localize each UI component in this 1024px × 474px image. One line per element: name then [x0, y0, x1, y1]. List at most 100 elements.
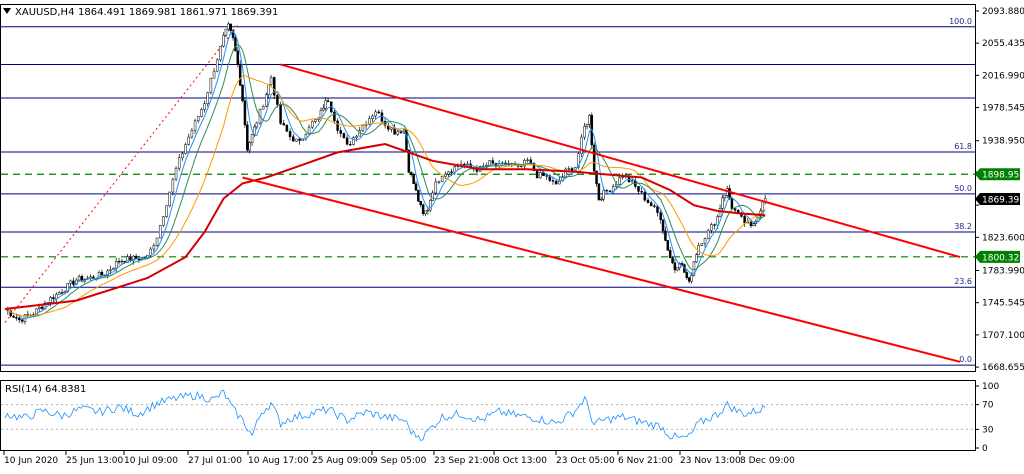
candle-body [718, 208, 722, 217]
y-axis-tick-label: 1978.545 [982, 104, 1024, 114]
candle-body [567, 168, 571, 170]
candle-body [743, 216, 746, 224]
rsi-axis-tick-label: 30 [982, 425, 994, 435]
candle-body [450, 171, 453, 173]
candle-body [523, 160, 526, 167]
candle-body [267, 84, 270, 95]
candle-body [664, 230, 667, 241]
candle-body [155, 237, 159, 246]
candle-body [399, 131, 403, 134]
y-axis-tick-label: 2055.435 [982, 39, 1024, 49]
candle-body [692, 261, 696, 276]
candle-body [405, 129, 408, 151]
candle-body [253, 126, 256, 135]
candle-body [585, 123, 589, 127]
candle-body [539, 172, 542, 179]
x-axis-tick-label: 10 Jul 09:00 [124, 456, 178, 466]
candle-body [706, 230, 710, 239]
fib-level-label: 0.0 [959, 355, 972, 364]
candle-body [276, 94, 279, 105]
candle-body [545, 175, 548, 177]
candle-body [231, 30, 235, 38]
candle-body [361, 125, 365, 131]
candle-body [227, 23, 230, 30]
candle-body [238, 63, 242, 86]
candle-body [117, 261, 121, 263]
candle-body [77, 276, 81, 281]
x-axis-tick-label: 9 Sep 05:00 [372, 456, 427, 466]
main-pane-frame [0, 4, 976, 372]
candle-body [424, 210, 427, 215]
candle-body [200, 109, 203, 117]
candle-body [608, 190, 612, 192]
candle-body [52, 297, 55, 300]
candle-body [713, 224, 716, 226]
candle-body [282, 123, 285, 126]
candle-body [583, 125, 586, 138]
candle-body [63, 291, 67, 294]
fib-level-label: 38.2 [954, 222, 972, 231]
candle-body [412, 174, 415, 184]
candle-body [618, 177, 621, 185]
candle-body [551, 180, 555, 182]
rsi-line [4, 389, 766, 441]
y-axis-tick-label: 2016.990 [982, 71, 1024, 81]
support-resistance-tag-bg [975, 168, 1020, 181]
y-axis-tick-label: 1823.600 [982, 233, 1024, 243]
rsi-pane [1, 389, 975, 441]
support-resistance-tag: 1800.322 [975, 250, 1024, 263]
candle-body [100, 272, 104, 276]
candle-body [295, 138, 298, 142]
candle-body [434, 181, 438, 194]
candle-body [342, 133, 346, 139]
candle-body [248, 142, 251, 151]
candle-body [673, 262, 677, 271]
candle-body [339, 130, 343, 134]
x-axis-tick-label: 10 Aug 17:00 [248, 456, 309, 466]
fib-level-label: 61.8 [954, 142, 972, 151]
candle-body [187, 136, 190, 145]
candle-body [580, 136, 583, 154]
x-axis-tick-label: 8 Dec 09:00 [740, 456, 795, 466]
candle-body [488, 160, 491, 166]
candle-body [168, 191, 171, 206]
ma-mid-line [4, 75, 766, 317]
candle-body [409, 172, 413, 175]
candle-body [80, 276, 84, 282]
candle-body [447, 171, 450, 175]
candle-body [345, 137, 349, 145]
candle-body [605, 190, 609, 192]
candle-body [666, 240, 670, 251]
candle-body [371, 115, 374, 120]
candle-body [377, 111, 381, 114]
candle-body [18, 317, 21, 321]
candle-body [324, 100, 327, 109]
candle-body [333, 111, 336, 122]
candle-body [428, 199, 432, 211]
candle-body [685, 272, 689, 278]
rsi-axis-tick-label: 0 [982, 444, 988, 454]
candle-body [723, 194, 727, 199]
candle-body [196, 116, 200, 122]
y-axis-tick-label: 1783.990 [982, 267, 1024, 277]
candle-body [721, 197, 724, 209]
y-axis-tick-label: 2093.880 [982, 7, 1024, 17]
candle-body [690, 274, 693, 282]
candle-body [440, 175, 444, 182]
rsi-axis-tick-label: 70 [982, 401, 994, 411]
candle-body [390, 127, 393, 130]
candle-body [126, 256, 129, 263]
candle-body [716, 216, 719, 226]
x-axis-tick-label: 8 Oct 13:00 [494, 456, 547, 466]
candle-body [193, 120, 197, 131]
triangle-down-icon[interactable] [3, 8, 11, 14]
candle-body [250, 134, 254, 143]
candle-body [419, 200, 422, 206]
candle-body [120, 260, 124, 263]
x-axis-tick-label: 23 Nov 13:00 [680, 456, 741, 466]
candle-body [535, 170, 539, 179]
candle-body [298, 138, 301, 141]
candle-body [656, 206, 659, 213]
